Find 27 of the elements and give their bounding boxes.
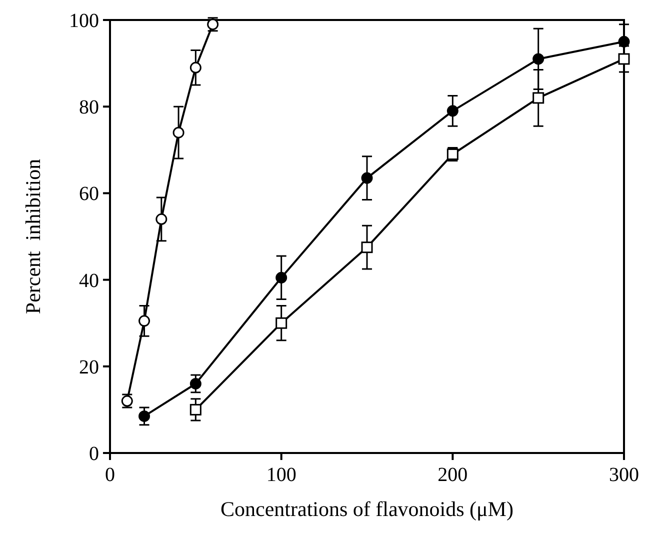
point xyxy=(156,213,168,225)
y-tick-label: 60 xyxy=(79,183,99,206)
y-tick-label: 100 xyxy=(69,10,99,32)
x-tick-label: 200 xyxy=(438,464,468,486)
x-tick-label: 0 xyxy=(105,464,115,486)
x-tick-label: 300 xyxy=(609,464,639,486)
point xyxy=(361,242,373,254)
point xyxy=(618,53,630,65)
point xyxy=(138,315,150,327)
point xyxy=(172,126,184,138)
point xyxy=(276,272,288,284)
point xyxy=(190,378,202,390)
x-axis-title: Concentrations of flavonoids (μM) xyxy=(220,497,514,521)
y-axis-title: Percent inhibition xyxy=(21,158,45,314)
x-tick-label: 100 xyxy=(266,464,296,486)
point xyxy=(190,62,202,74)
y-tick-label: 20 xyxy=(79,356,99,378)
point xyxy=(361,172,373,184)
y-tick-label: 40 xyxy=(79,270,99,292)
point xyxy=(532,53,544,65)
y-tick-label: 80 xyxy=(79,96,99,119)
point xyxy=(532,92,544,104)
point xyxy=(446,105,458,117)
point xyxy=(190,404,202,416)
point xyxy=(138,410,150,422)
y-tick-label: 0 xyxy=(89,443,99,465)
point xyxy=(276,317,288,329)
